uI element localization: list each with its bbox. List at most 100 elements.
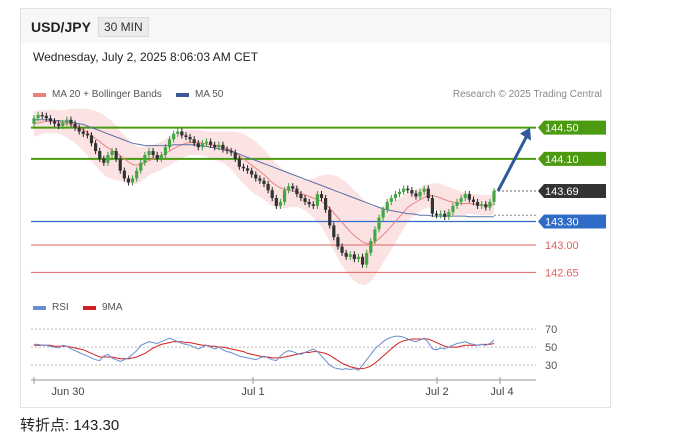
ma20-line <box>33 120 495 244</box>
candle-body <box>389 198 393 202</box>
rsi-line <box>34 335 495 372</box>
candle-body <box>282 190 287 202</box>
candle-body <box>287 186 291 191</box>
chart-header: USD/JPY 30 MIN <box>21 9 610 43</box>
candle-body <box>262 180 266 184</box>
candle-body <box>455 201 459 206</box>
candle-body <box>406 188 410 191</box>
level-tag-144-50 <box>538 120 606 135</box>
candle-body <box>143 154 147 163</box>
candle-body <box>254 174 258 179</box>
legend-rsi-ma-label: 9MA <box>102 302 123 313</box>
candle-body <box>381 209 385 218</box>
candle-body <box>57 123 61 127</box>
candle-body <box>102 158 106 163</box>
candle-body <box>484 204 488 208</box>
timestamp: Wednesday, July 2, 2025 8:06:03 AM CET <box>33 50 259 64</box>
candle-body <box>36 115 40 119</box>
candle-body <box>303 198 307 202</box>
candle-body <box>360 256 365 265</box>
candle-body <box>188 136 192 140</box>
candle-body <box>126 178 131 183</box>
candle-body <box>439 213 443 216</box>
level-tag-143-69 <box>538 183 606 198</box>
x-tick-label-0: Jun 30 <box>51 386 84 398</box>
candle-body <box>385 201 389 210</box>
candle-body <box>217 144 221 148</box>
candle-body <box>278 201 283 206</box>
candle-body <box>192 139 196 144</box>
candle-body <box>307 201 311 205</box>
candle-body <box>250 170 254 175</box>
candle-body <box>443 213 447 217</box>
candle-body <box>233 152 237 159</box>
candle-body <box>451 205 455 213</box>
legend-ma50: MA 50 <box>176 89 223 100</box>
projection-arrow-shaft <box>496 134 529 192</box>
candle-body <box>402 188 406 192</box>
candle-body <box>180 131 184 136</box>
candle-body <box>340 246 344 253</box>
copyright: Research © 2025 Trading Central <box>452 89 602 100</box>
candle-body <box>167 139 172 148</box>
candle-body <box>332 225 336 238</box>
candle-body <box>159 154 163 159</box>
candles <box>32 111 496 268</box>
candle-body <box>176 131 180 134</box>
candle-body <box>459 198 463 202</box>
legend-rsi: RSI <box>33 302 69 313</box>
level-tag-144-10 <box>538 151 606 166</box>
candle-body <box>229 151 233 153</box>
candle-body <box>258 178 262 181</box>
level-label-142-65: 142.65 <box>545 267 579 279</box>
candle-body <box>336 237 340 247</box>
candle-body <box>52 121 57 124</box>
legend-rsi-ma-swatch <box>83 305 96 310</box>
candle-body <box>471 199 476 202</box>
legend-rsi-swatch <box>33 305 46 310</box>
candle-body <box>73 123 77 128</box>
candle-body <box>311 204 315 206</box>
candle-body <box>373 229 377 242</box>
level-label-143-69: 143.69 <box>545 186 579 198</box>
legend-ma50-label: MA 50 <box>195 89 224 100</box>
candle-body <box>418 191 422 197</box>
candle-body <box>393 194 398 199</box>
candle-body <box>163 147 168 155</box>
candle-body <box>467 194 471 200</box>
candle-body <box>147 151 151 155</box>
pivot-text: 转折点: 143.30 <box>20 417 120 434</box>
candle-body <box>344 252 348 257</box>
candle-body <box>241 166 246 169</box>
candle-body <box>295 188 299 195</box>
candle-body <box>122 170 126 179</box>
candle-body <box>81 131 85 134</box>
timeframe-badge[interactable]: 30 MIN <box>98 17 149 37</box>
candle-body <box>377 217 381 230</box>
level-label-144-50: 144.50 <box>545 123 579 135</box>
candle-body <box>184 135 188 137</box>
rsi-tick-label-30: 30 <box>545 360 557 372</box>
candle-body <box>430 198 434 214</box>
candle-body <box>475 201 480 206</box>
candle-body <box>69 119 73 124</box>
legend-ma20: MA 20 + Bollinger Bands <box>33 89 162 100</box>
candle-body <box>65 119 69 123</box>
candle-body <box>98 151 102 159</box>
candle-body <box>270 190 274 199</box>
candle-body <box>130 178 135 183</box>
candle-body <box>200 143 204 148</box>
x-tick-label-1: Jul 1 <box>241 386 264 398</box>
candle-body <box>172 133 176 140</box>
candle-body <box>221 144 225 150</box>
candle-body <box>48 118 53 122</box>
candle-body <box>328 209 332 226</box>
candle-body <box>225 149 229 152</box>
candle-body <box>426 188 430 199</box>
level-label-144-10: 144.10 <box>545 154 579 166</box>
x-tick-label-2: Jul 2 <box>425 386 448 398</box>
legend-ma20-label: MA 20 + Bollinger Bands <box>52 89 162 100</box>
candle-body <box>315 194 319 206</box>
candle-body <box>352 254 356 260</box>
candle-body <box>492 190 496 202</box>
